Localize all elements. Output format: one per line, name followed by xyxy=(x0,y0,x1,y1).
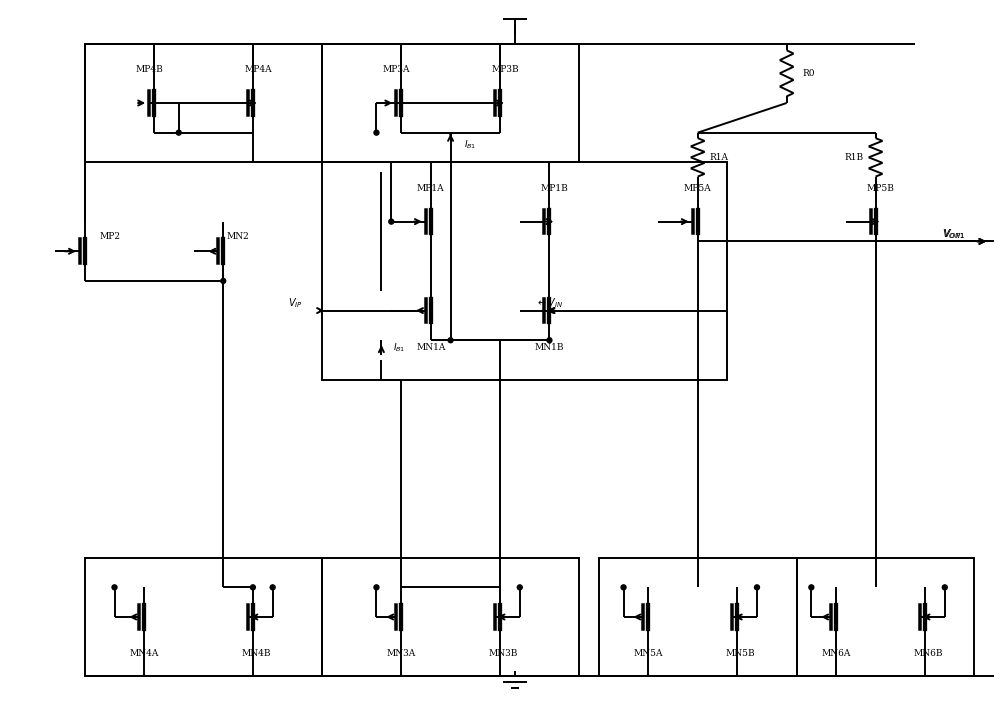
Text: MN2: MN2 xyxy=(227,232,249,241)
Bar xyxy=(322,44,579,162)
Text: MN4B: MN4B xyxy=(241,649,271,658)
Circle shape xyxy=(374,130,379,135)
Text: MP2: MP2 xyxy=(99,232,120,241)
Circle shape xyxy=(547,338,552,343)
Text: MN1A: MN1A xyxy=(416,343,445,351)
Circle shape xyxy=(755,585,759,590)
Text: MP5B: MP5B xyxy=(867,184,894,192)
Text: R0: R0 xyxy=(802,69,815,78)
Circle shape xyxy=(942,585,947,590)
Text: $I_{B1}$: $I_{B1}$ xyxy=(464,138,477,150)
Text: MN3A: MN3A xyxy=(387,649,416,658)
Text: R1B: R1B xyxy=(844,153,863,162)
Circle shape xyxy=(621,585,626,590)
Text: MN4A: MN4A xyxy=(129,649,159,658)
Circle shape xyxy=(389,219,394,224)
Text: $\leftarrow V_{IN}$: $\leftarrow V_{IN}$ xyxy=(536,296,563,310)
Bar xyxy=(797,558,974,676)
Text: $V_{ON1}$: $V_{ON1}$ xyxy=(942,228,965,241)
Text: $I_{B1}$: $I_{B1}$ xyxy=(393,342,405,354)
Circle shape xyxy=(374,585,379,590)
Bar xyxy=(85,558,322,676)
Text: MN6A: MN6A xyxy=(821,649,851,658)
Text: MP3B: MP3B xyxy=(491,65,519,74)
Circle shape xyxy=(517,585,522,590)
Circle shape xyxy=(250,585,255,590)
Circle shape xyxy=(176,130,181,135)
Text: R1A: R1A xyxy=(710,153,729,162)
Text: MN5A: MN5A xyxy=(634,649,663,658)
Circle shape xyxy=(270,585,275,590)
Circle shape xyxy=(809,585,814,590)
Text: MN5B: MN5B xyxy=(725,649,755,658)
Text: MN6B: MN6B xyxy=(913,649,943,658)
Text: $V_{OP1}$: $V_{OP1}$ xyxy=(943,228,965,241)
Circle shape xyxy=(448,338,453,343)
Circle shape xyxy=(221,279,226,284)
Text: MP3A: MP3A xyxy=(382,65,410,74)
Bar xyxy=(322,162,727,379)
Text: MP4B: MP4B xyxy=(135,65,163,74)
Bar xyxy=(599,558,797,676)
Text: MN3B: MN3B xyxy=(488,649,518,658)
Text: $V_{IP}$: $V_{IP}$ xyxy=(288,296,302,310)
Text: MP1A: MP1A xyxy=(417,184,445,192)
Bar xyxy=(322,558,579,676)
Text: MP4A: MP4A xyxy=(244,65,272,74)
Text: MP1B: MP1B xyxy=(540,184,568,192)
Circle shape xyxy=(112,585,117,590)
Text: MP5A: MP5A xyxy=(684,184,712,192)
Bar xyxy=(85,44,322,162)
Text: MN1B: MN1B xyxy=(535,343,564,351)
